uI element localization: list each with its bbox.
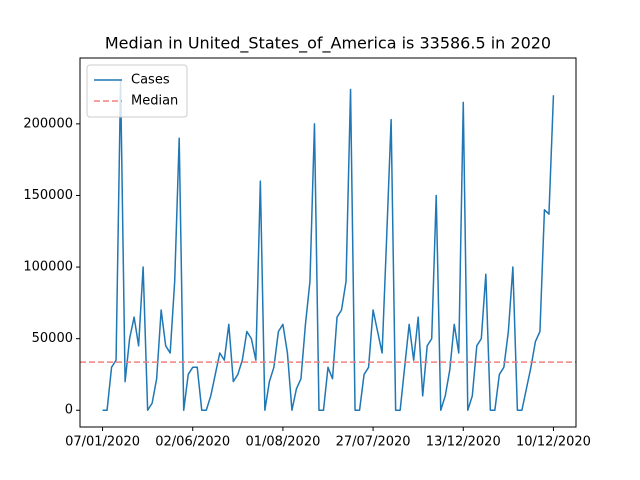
chart-title: Median in United_States_of_America is 33… xyxy=(105,34,551,54)
y-tick-label: 50000 xyxy=(32,331,73,346)
legend-box xyxy=(86,64,188,118)
x-tick-label: 07/01/2020 xyxy=(65,435,140,450)
legend-label: Cases xyxy=(131,73,170,88)
y-tick-label: 100000 xyxy=(23,260,73,275)
y-tick-label: 150000 xyxy=(23,188,73,203)
x-tick-label: 10/12/2020 xyxy=(516,435,591,450)
data-line xyxy=(102,80,555,411)
x-tick-label: 27/07/2020 xyxy=(336,435,411,450)
x-tick-label: 13/12/2020 xyxy=(426,435,501,450)
plot-frame xyxy=(79,57,577,428)
x-tick-label: 01/08/2020 xyxy=(245,435,320,450)
x-tick-label: 02/06/2020 xyxy=(155,435,230,450)
y-tick-label: 200000 xyxy=(23,116,73,131)
y-tick-label: 0 xyxy=(65,403,73,418)
legend-label: Median xyxy=(131,94,178,109)
